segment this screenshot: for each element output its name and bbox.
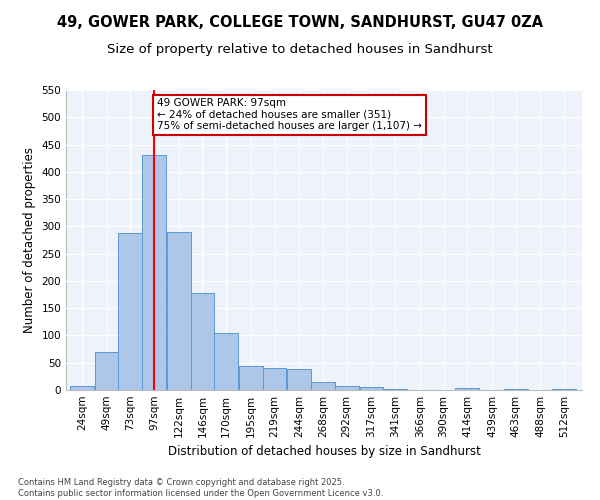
Bar bbox=[239, 366, 263, 390]
Bar bbox=[504, 389, 527, 390]
Bar bbox=[383, 389, 407, 390]
Bar bbox=[311, 382, 335, 390]
Bar bbox=[553, 389, 576, 390]
Bar bbox=[335, 386, 359, 390]
Bar bbox=[142, 156, 166, 390]
Bar bbox=[70, 386, 94, 390]
Bar bbox=[191, 293, 214, 390]
X-axis label: Distribution of detached houses by size in Sandhurst: Distribution of detached houses by size … bbox=[167, 446, 481, 458]
Text: Contains HM Land Registry data © Crown copyright and database right 2025.
Contai: Contains HM Land Registry data © Crown c… bbox=[18, 478, 383, 498]
Bar bbox=[287, 370, 311, 390]
Bar bbox=[191, 293, 214, 390]
Bar bbox=[263, 368, 286, 390]
Bar bbox=[287, 370, 311, 390]
Bar bbox=[455, 388, 479, 390]
Bar bbox=[70, 386, 94, 390]
Bar bbox=[118, 233, 142, 390]
Bar bbox=[95, 352, 118, 390]
Bar bbox=[167, 232, 191, 390]
Bar bbox=[214, 332, 238, 390]
Bar bbox=[455, 388, 479, 390]
Bar bbox=[359, 388, 383, 390]
Text: 49 GOWER PARK: 97sqm
← 24% of detached houses are smaller (351)
75% of semi-deta: 49 GOWER PARK: 97sqm ← 24% of detached h… bbox=[157, 98, 422, 132]
Bar bbox=[311, 382, 335, 390]
Bar bbox=[214, 332, 238, 390]
Bar bbox=[335, 386, 359, 390]
Bar bbox=[359, 388, 383, 390]
Bar bbox=[239, 366, 263, 390]
Text: Size of property relative to detached houses in Sandhurst: Size of property relative to detached ho… bbox=[107, 42, 493, 56]
Bar bbox=[167, 232, 191, 390]
Bar bbox=[95, 352, 118, 390]
Y-axis label: Number of detached properties: Number of detached properties bbox=[23, 147, 36, 333]
Bar bbox=[142, 156, 166, 390]
Text: 49, GOWER PARK, COLLEGE TOWN, SANDHURST, GU47 0ZA: 49, GOWER PARK, COLLEGE TOWN, SANDHURST,… bbox=[57, 15, 543, 30]
Bar bbox=[118, 233, 142, 390]
Bar bbox=[553, 389, 576, 390]
Bar bbox=[504, 389, 527, 390]
Bar bbox=[263, 368, 286, 390]
Bar bbox=[383, 389, 407, 390]
